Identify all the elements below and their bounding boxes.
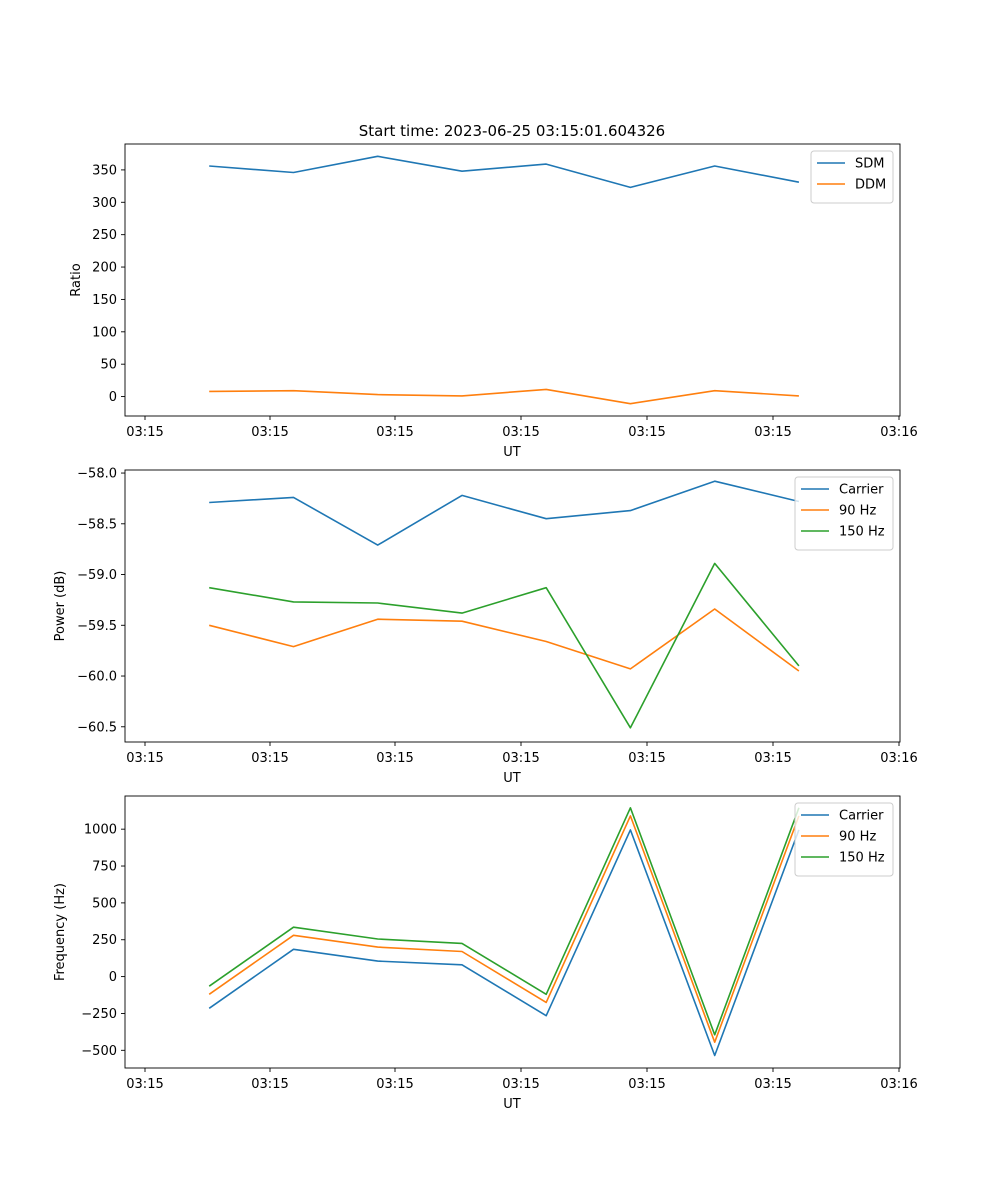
y-tick-label: 300 bbox=[92, 196, 117, 211]
y-tick-label: 0 bbox=[109, 390, 117, 405]
y-axis-label: Frequency (Hz) bbox=[53, 883, 68, 981]
series-group bbox=[209, 480, 800, 729]
x-tick-label: 03:15 bbox=[376, 425, 413, 440]
y-tick-label: −58.0 bbox=[77, 467, 117, 482]
y-tick-label: −59.0 bbox=[77, 568, 117, 583]
legend-label: Carrier bbox=[839, 809, 884, 824]
series-group bbox=[209, 155, 800, 405]
axes-frame bbox=[124, 469, 901, 743]
legend: Carrier 90 Hz 150 Hz bbox=[794, 476, 894, 551]
legend-label: 90 Hz bbox=[839, 504, 876, 519]
series-line-sdm bbox=[209, 155, 800, 189]
y-tick-label: −60.0 bbox=[77, 670, 117, 685]
x-tick-label: 03:16 bbox=[880, 425, 917, 440]
series-line-carrier bbox=[209, 480, 800, 546]
axes-frame bbox=[124, 143, 901, 417]
x-tick-label: 03:15 bbox=[628, 1077, 665, 1092]
y-tick-label: 500 bbox=[92, 896, 117, 911]
x-tick-label: 03:15 bbox=[126, 1077, 163, 1092]
x-tick-label: 03:15 bbox=[502, 751, 539, 766]
x-tick-label: 03:15 bbox=[126, 425, 163, 440]
x-tick-label: 03:15 bbox=[502, 425, 539, 440]
x-tick-label: 03:15 bbox=[126, 751, 163, 766]
x-axis-label: UT bbox=[503, 771, 521, 786]
legend-label: SDM bbox=[855, 157, 884, 172]
y-tick-label: −58.5 bbox=[77, 517, 117, 532]
x-axis-label: UT bbox=[503, 445, 521, 460]
y-tick-label: −250 bbox=[81, 1007, 117, 1022]
x-tick-label: 03:16 bbox=[880, 751, 917, 766]
x-tick-label: 03:15 bbox=[251, 751, 288, 766]
x-tick-label: 03:15 bbox=[251, 1077, 288, 1092]
series-line-carrier bbox=[208, 829, 800, 1057]
subplot-2: 03:15 03:15 03:15 03:15 03:15 03:15 03:16 UT −58… bbox=[53, 467, 918, 786]
x-axis: 03:15 03:15 03:15 03:15 03:15 03:15 03:16 UT bbox=[126, 742, 918, 786]
x-tick-label: 03:15 bbox=[754, 425, 791, 440]
legend-label: 90 Hz bbox=[839, 830, 876, 845]
series-line-ddm bbox=[209, 388, 799, 405]
y-tick-label: 200 bbox=[92, 261, 117, 276]
x-tick-label: 03:15 bbox=[376, 1077, 413, 1092]
y-tick-label: −59.5 bbox=[77, 619, 117, 634]
x-tick-label: 03:15 bbox=[502, 1077, 539, 1092]
y-tick-label: 250 bbox=[92, 933, 117, 948]
axes-frame bbox=[124, 795, 901, 1069]
y-tick-label: 0 bbox=[109, 970, 117, 985]
x-tick-label: 03:15 bbox=[754, 1077, 791, 1092]
legend-label: 150 Hz bbox=[839, 525, 885, 540]
legend-label: DDM bbox=[855, 178, 886, 193]
series-line-150-hz bbox=[209, 562, 800, 729]
y-axis: −500 −250 0 250 500 750 1000 Frequency (Hz) bbox=[53, 823, 125, 1059]
subplot-1: 03:15 03:15 03:15 03:15 03:15 03:15 03:16 UT 0 50… bbox=[69, 143, 918, 460]
legend: SDM DDM bbox=[810, 150, 894, 204]
y-tick-label: 50 bbox=[100, 358, 117, 373]
subplot-3: 03:15 03:15 03:15 03:15 03:15 03:15 03:16 UT −50… bbox=[53, 795, 918, 1112]
legend: Carrier 90 Hz 150 Hz bbox=[794, 802, 894, 877]
x-axis-label: UT bbox=[503, 1097, 521, 1112]
y-axis-label: Ratio bbox=[69, 263, 84, 296]
legend-label: 150 Hz bbox=[839, 851, 885, 866]
y-axis: −58.0 −58.5 −59.0 −59.5 −60.0 −60.5 Power (dB) bbox=[53, 467, 125, 735]
x-axis: 03:15 03:15 03:15 03:15 03:15 03:15 03:16 UT bbox=[126, 416, 918, 460]
y-tick-label: 250 bbox=[92, 228, 117, 243]
y-tick-label: −500 bbox=[81, 1044, 117, 1059]
legend-frame bbox=[810, 150, 894, 204]
y-tick-label: −60.5 bbox=[77, 720, 117, 735]
series-line-150-hz bbox=[208, 806, 800, 1036]
series-group bbox=[208, 806, 800, 1057]
y-tick-label: 350 bbox=[92, 163, 117, 178]
y-tick-label: 750 bbox=[92, 860, 117, 875]
x-tick-label: 03:15 bbox=[754, 751, 791, 766]
x-axis: 03:15 03:15 03:15 03:15 03:15 03:15 03:16 UT bbox=[126, 1068, 918, 1112]
x-tick-label: 03:15 bbox=[628, 425, 665, 440]
y-axis-label: Power (dB) bbox=[53, 571, 68, 642]
y-tick-label: 1000 bbox=[84, 823, 117, 838]
subplots: 03:15 03:15 03:15 03:15 03:15 03:15 03:16 UT 0 50… bbox=[53, 143, 918, 1112]
legend-label: Carrier bbox=[839, 483, 884, 498]
figure-title: Start time: 2023-06-25 03:15:01.604326 bbox=[359, 122, 665, 140]
x-tick-label: 03:15 bbox=[628, 751, 665, 766]
y-tick-label: 100 bbox=[92, 325, 117, 340]
x-tick-label: 03:15 bbox=[251, 425, 288, 440]
series-line-90-hz bbox=[208, 815, 800, 1043]
y-tick-label: 150 bbox=[92, 293, 117, 308]
y-axis: 0 50 100 150 200 250 300 350 Ratio bbox=[69, 163, 125, 405]
x-tick-label: 03:16 bbox=[880, 1077, 917, 1092]
x-tick-label: 03:15 bbox=[376, 751, 413, 766]
series-line-90-hz bbox=[209, 608, 800, 672]
